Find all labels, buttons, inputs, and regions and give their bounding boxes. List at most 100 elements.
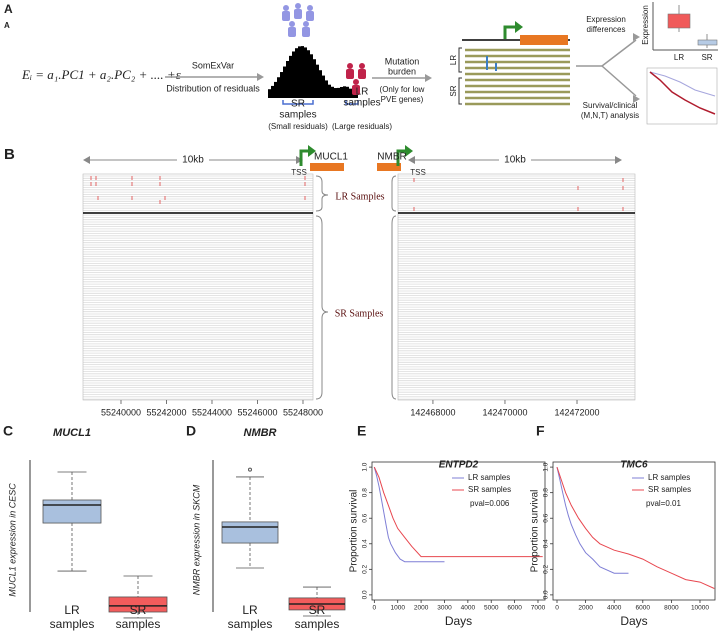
arrow-head <box>425 74 432 82</box>
label: SR <box>449 85 458 96</box>
y-tick-label: 0.0 <box>543 590 550 599</box>
outlier <box>248 467 252 472</box>
box <box>108 596 168 613</box>
y-axis-label: Proportion survival <box>530 490 541 573</box>
tss-arrow <box>299 149 309 166</box>
plot-frame <box>371 461 546 601</box>
tss-arrow <box>515 21 523 33</box>
label: Expression <box>586 15 626 24</box>
person-icon <box>294 9 302 19</box>
histogram-bar <box>337 87 340 98</box>
y-tick-label: 0.2 <box>543 564 550 573</box>
histogram-bar <box>283 66 286 98</box>
chart-title: MUCL1 <box>53 427 91 439</box>
x-tick-label: SR samples <box>115 603 161 631</box>
label: (Only for low <box>380 85 425 94</box>
annotation: pval=0.01 <box>646 499 681 508</box>
person-icon <box>307 5 313 11</box>
label: NMBR <box>377 152 406 163</box>
label: SR <box>701 53 712 62</box>
x-tick-label: 142468000 <box>410 407 455 417</box>
survival-curve <box>556 466 629 574</box>
panel-label: A <box>4 21 10 30</box>
histogram-bar <box>280 72 283 98</box>
panel-label: F <box>536 423 545 439</box>
bracket <box>315 215 329 400</box>
label: TSS <box>410 168 426 177</box>
histogram-bar <box>343 86 346 98</box>
arrow-head <box>257 73 264 81</box>
label: PVE genes) <box>381 95 424 104</box>
person-icon <box>303 21 309 27</box>
chart-title: NMBR <box>244 427 277 439</box>
x-tick-label: 2000 <box>578 605 593 612</box>
bracket <box>458 47 462 105</box>
histogram-bar <box>295 48 298 98</box>
histogram-bar <box>289 55 292 98</box>
bracket <box>282 100 314 105</box>
label: LR <box>356 87 369 98</box>
y-axis-label: NMBR expression in SKCM <box>191 484 201 595</box>
arrow-head <box>408 156 415 164</box>
tss-arrow <box>396 149 406 166</box>
x-tick-label: 0 <box>555 605 559 612</box>
y-tick-label: 0.8 <box>362 488 369 497</box>
y-tick-label: 0.6 <box>543 513 550 522</box>
exon <box>377 163 401 171</box>
histogram-bar <box>316 64 319 98</box>
histogram-bar <box>310 54 313 98</box>
x-tick-label: LR samples <box>227 603 273 631</box>
bracket <box>345 100 359 105</box>
bracket <box>391 175 397 400</box>
person-icon <box>352 85 360 95</box>
histogram-bar <box>322 75 325 98</box>
x-tick-label: LR samples <box>49 603 95 631</box>
legend-label: LR samples <box>648 473 690 482</box>
x-tick-label: 55246000 <box>237 407 277 417</box>
x-tick-label: 8000 <box>664 605 679 612</box>
x-tick-label: 6000 <box>636 605 651 612</box>
tss-arrow <box>405 145 413 157</box>
x-tick-label: 3000 <box>437 605 452 612</box>
chart-title: ENTPD2 <box>439 460 479 471</box>
label: (Large residuals) <box>332 122 392 131</box>
person-icon <box>346 69 354 79</box>
histogram-bar <box>331 86 334 98</box>
mutation <box>495 63 497 71</box>
arrow-head <box>83 156 90 164</box>
label: SomExVar <box>192 60 234 70</box>
box <box>221 521 279 544</box>
inset-curve <box>649 71 716 115</box>
person-icon <box>347 63 353 69</box>
histogram-bar <box>325 80 328 98</box>
mutation <box>486 56 488 70</box>
exon <box>310 163 344 171</box>
label: TSS <box>291 168 307 177</box>
person-icon <box>302 27 310 37</box>
y-axis-label: Proportion survival <box>349 490 360 573</box>
x-tick-label: 142470000 <box>482 407 527 417</box>
arrow-head <box>615 156 622 164</box>
label: SR Samples <box>335 308 384 319</box>
x-tick-label: 2000 <box>414 605 429 612</box>
survival-curve <box>373 466 543 558</box>
histogram-bar <box>268 89 271 98</box>
label: MUCL1 <box>314 152 348 163</box>
histogram-bar <box>328 84 331 98</box>
exon <box>520 35 568 45</box>
scale-label-bg <box>177 154 209 166</box>
panel-label: B <box>4 146 15 163</box>
y-tick-label: 1.0 <box>543 462 550 471</box>
x-tick-label: 55242000 <box>146 407 186 417</box>
person-icon <box>359 63 365 69</box>
x-tick-label: 4000 <box>461 605 476 612</box>
histogram-bar <box>298 46 301 98</box>
person-icon <box>282 11 290 21</box>
label: (Small residuals) <box>268 122 328 131</box>
x-tick-label: 1000 <box>390 605 405 612</box>
x-tick-label: 5000 <box>484 605 499 612</box>
x-tick-label: 4000 <box>607 605 622 612</box>
tss-arrow <box>308 145 316 157</box>
